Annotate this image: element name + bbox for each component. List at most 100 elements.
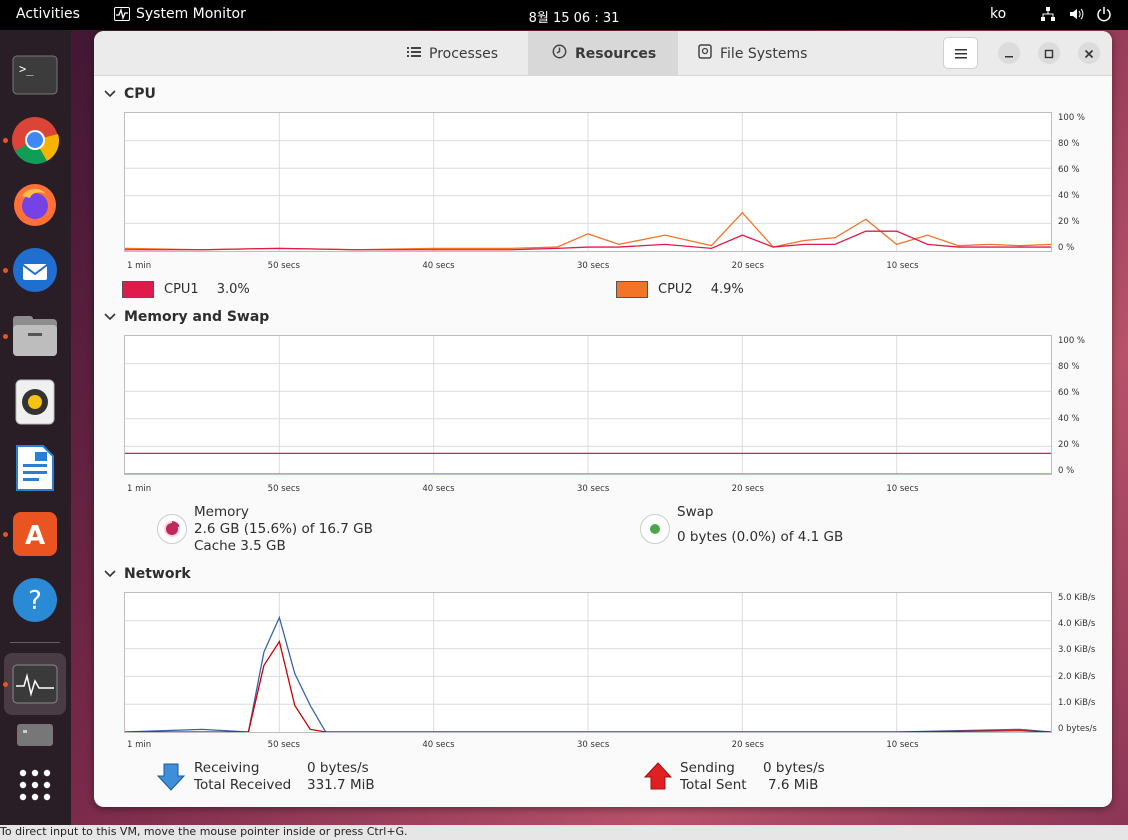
- memory-section-header[interactable]: Memory and Swap: [104, 309, 269, 325]
- swap-label: Swap: [677, 504, 714, 520]
- firefox-icon[interactable]: [10, 180, 60, 230]
- x-tick-label: 50 secs: [267, 484, 300, 494]
- system-monitor-window: Processes Resources File Systems: [94, 31, 1112, 807]
- help-icon[interactable]: ?: [10, 575, 60, 625]
- x-tick-label: 30 secs: [577, 484, 610, 494]
- y-tick-label: 5.0 KiB/s: [1058, 593, 1096, 603]
- cpu2-value: 4.9%: [710, 282, 744, 297]
- y-tick-label: 80 %: [1058, 362, 1080, 372]
- cpu-graph: [124, 112, 1052, 252]
- app-center-icon[interactable]: A: [10, 509, 60, 559]
- cpu1-legend: CPU1 3.0%: [122, 281, 250, 298]
- maximize-button[interactable]: [1038, 42, 1060, 64]
- x-tick-label: 50 secs: [267, 261, 300, 271]
- total-received-label: Total Received: [194, 777, 292, 793]
- list-icon: [407, 46, 421, 62]
- vm-status-bar: To direct input to this VM, move the mou…: [0, 825, 1128, 840]
- system-monitor-icon[interactable]: [10, 659, 60, 709]
- y-tick-label: 40 %: [1058, 191, 1080, 201]
- memory-info: Memory 2.6 GB (15.6%) of 16.7 GB Cache 3…: [194, 504, 373, 555]
- x-tick-label: 40 secs: [422, 484, 455, 494]
- disk-drive-icon: [698, 44, 712, 63]
- hamburger-icon: [954, 44, 967, 63]
- main-menu-button[interactable]: [943, 37, 978, 69]
- thunderbird-icon[interactable]: [10, 245, 60, 295]
- activities-button[interactable]: Activities: [16, 6, 80, 22]
- x-tick-label: 10 secs: [886, 261, 919, 271]
- memory-label: Memory: [194, 504, 249, 520]
- show-apps-icon[interactable]: [10, 760, 60, 810]
- memory-pie-icon[interactable]: [157, 514, 187, 544]
- cpu2-line: [125, 211, 1051, 251]
- cpu2-legend: CPU2 4.9%: [616, 281, 744, 298]
- cpu2-color-swatch[interactable]: [616, 281, 648, 298]
- svg-text:A: A: [25, 521, 45, 551]
- terminal-icon[interactable]: >_: [10, 50, 60, 100]
- chevron-down-icon: [104, 86, 116, 102]
- tab-processes[interactable]: Processes: [393, 31, 528, 76]
- svg-text:?: ?: [28, 586, 42, 616]
- x-tick-label: 40 secs: [422, 740, 455, 750]
- x-tick-label: 20 secs: [731, 484, 764, 494]
- x-tick-label: 30 secs: [577, 261, 610, 271]
- tab-label: File Systems: [720, 45, 808, 62]
- cpu1-line: [125, 230, 1051, 251]
- cpu1-color-swatch[interactable]: [122, 281, 154, 298]
- maximize-icon: [1044, 44, 1054, 63]
- cpu1-value: 3.0%: [216, 282, 250, 297]
- x-tick-label: 1 min: [127, 484, 152, 494]
- sending-label: Sending: [680, 760, 735, 776]
- system-tray[interactable]: [1040, 6, 1112, 22]
- receiving-arrow-icon[interactable]: [156, 762, 186, 796]
- vm-status-text: To direct input to this VM, move the mou…: [0, 825, 408, 838]
- x-tick-label: 20 secs: [731, 740, 764, 750]
- x-tick-label: 10 secs: [886, 484, 919, 494]
- y-tick-label: 4.0 KiB/s: [1058, 619, 1096, 630]
- system-monitor-app-icon: [114, 7, 130, 21]
- section-title: Memory and Swap: [124, 309, 270, 325]
- tab-file-systems[interactable]: File Systems: [684, 31, 824, 76]
- network-graph: [124, 592, 1052, 733]
- sending-info: Sending Total Sent: [680, 760, 747, 794]
- cpu-section-header[interactable]: CPU: [104, 86, 156, 102]
- x-tick-label: 1 min: [127, 261, 152, 271]
- chevron-down-icon: [104, 566, 116, 582]
- minimize-button[interactable]: [998, 42, 1020, 64]
- power-icon: [1096, 6, 1112, 22]
- clock[interactable]: 8월 15 06 : 31: [528, 11, 620, 26]
- cpu2-label: CPU2: [658, 282, 693, 297]
- y-tick-label: 60 %: [1058, 388, 1080, 398]
- memory-cache: Cache 3.5 GB: [194, 538, 286, 554]
- tab-resources[interactable]: Resources: [528, 31, 678, 76]
- y-tick-label: 0 %: [1058, 243, 1075, 253]
- chevron-down-icon: [104, 309, 116, 325]
- close-button[interactable]: [1078, 42, 1100, 64]
- cpu1-label: CPU1: [164, 282, 199, 297]
- network-section-header[interactable]: Network: [104, 566, 191, 582]
- y-tick-label: 20 %: [1058, 217, 1080, 227]
- chrome-icon[interactable]: [10, 115, 60, 165]
- app-menu[interactable]: System Monitor: [114, 6, 246, 22]
- receiving-value: 0 bytes/s: [307, 760, 369, 776]
- minimize-icon: [1004, 44, 1014, 63]
- y-tick-label: 1.0 KiB/s: [1058, 697, 1096, 708]
- x-tick-label: 30 secs: [577, 740, 610, 750]
- cpu-x-axis: 1 min 50 secs 40 secs 30 secs 20 secs 10 secs: [124, 261, 1054, 273]
- sending-arrow-icon[interactable]: [643, 761, 673, 795]
- x-tick-label: 50 secs: [267, 740, 300, 750]
- rhythmbox-icon[interactable]: [10, 377, 60, 427]
- volume-icon: [1068, 6, 1084, 22]
- libreoffice-writer-icon[interactable]: [10, 443, 60, 493]
- total-sent-value: 7.6 MiB: [768, 777, 819, 793]
- swap-pie-icon[interactable]: [640, 514, 670, 544]
- files-icon[interactable]: [10, 311, 60, 361]
- receiving-label: Receiving: [194, 760, 260, 776]
- section-title: CPU: [124, 86, 156, 102]
- input-language[interactable]: ko: [990, 6, 1007, 22]
- dock: >_ A ?: [0, 30, 71, 840]
- top-bar: Activities System Monitor 8월 15 06 : 31 …: [0, 0, 1128, 30]
- sending-values: 0 bytes/s 7.6 MiB: [763, 760, 825, 794]
- x-tick-label: 1 min: [127, 740, 152, 750]
- disk-icon[interactable]: [10, 720, 60, 750]
- y-tick-label: 100 %: [1058, 113, 1086, 123]
